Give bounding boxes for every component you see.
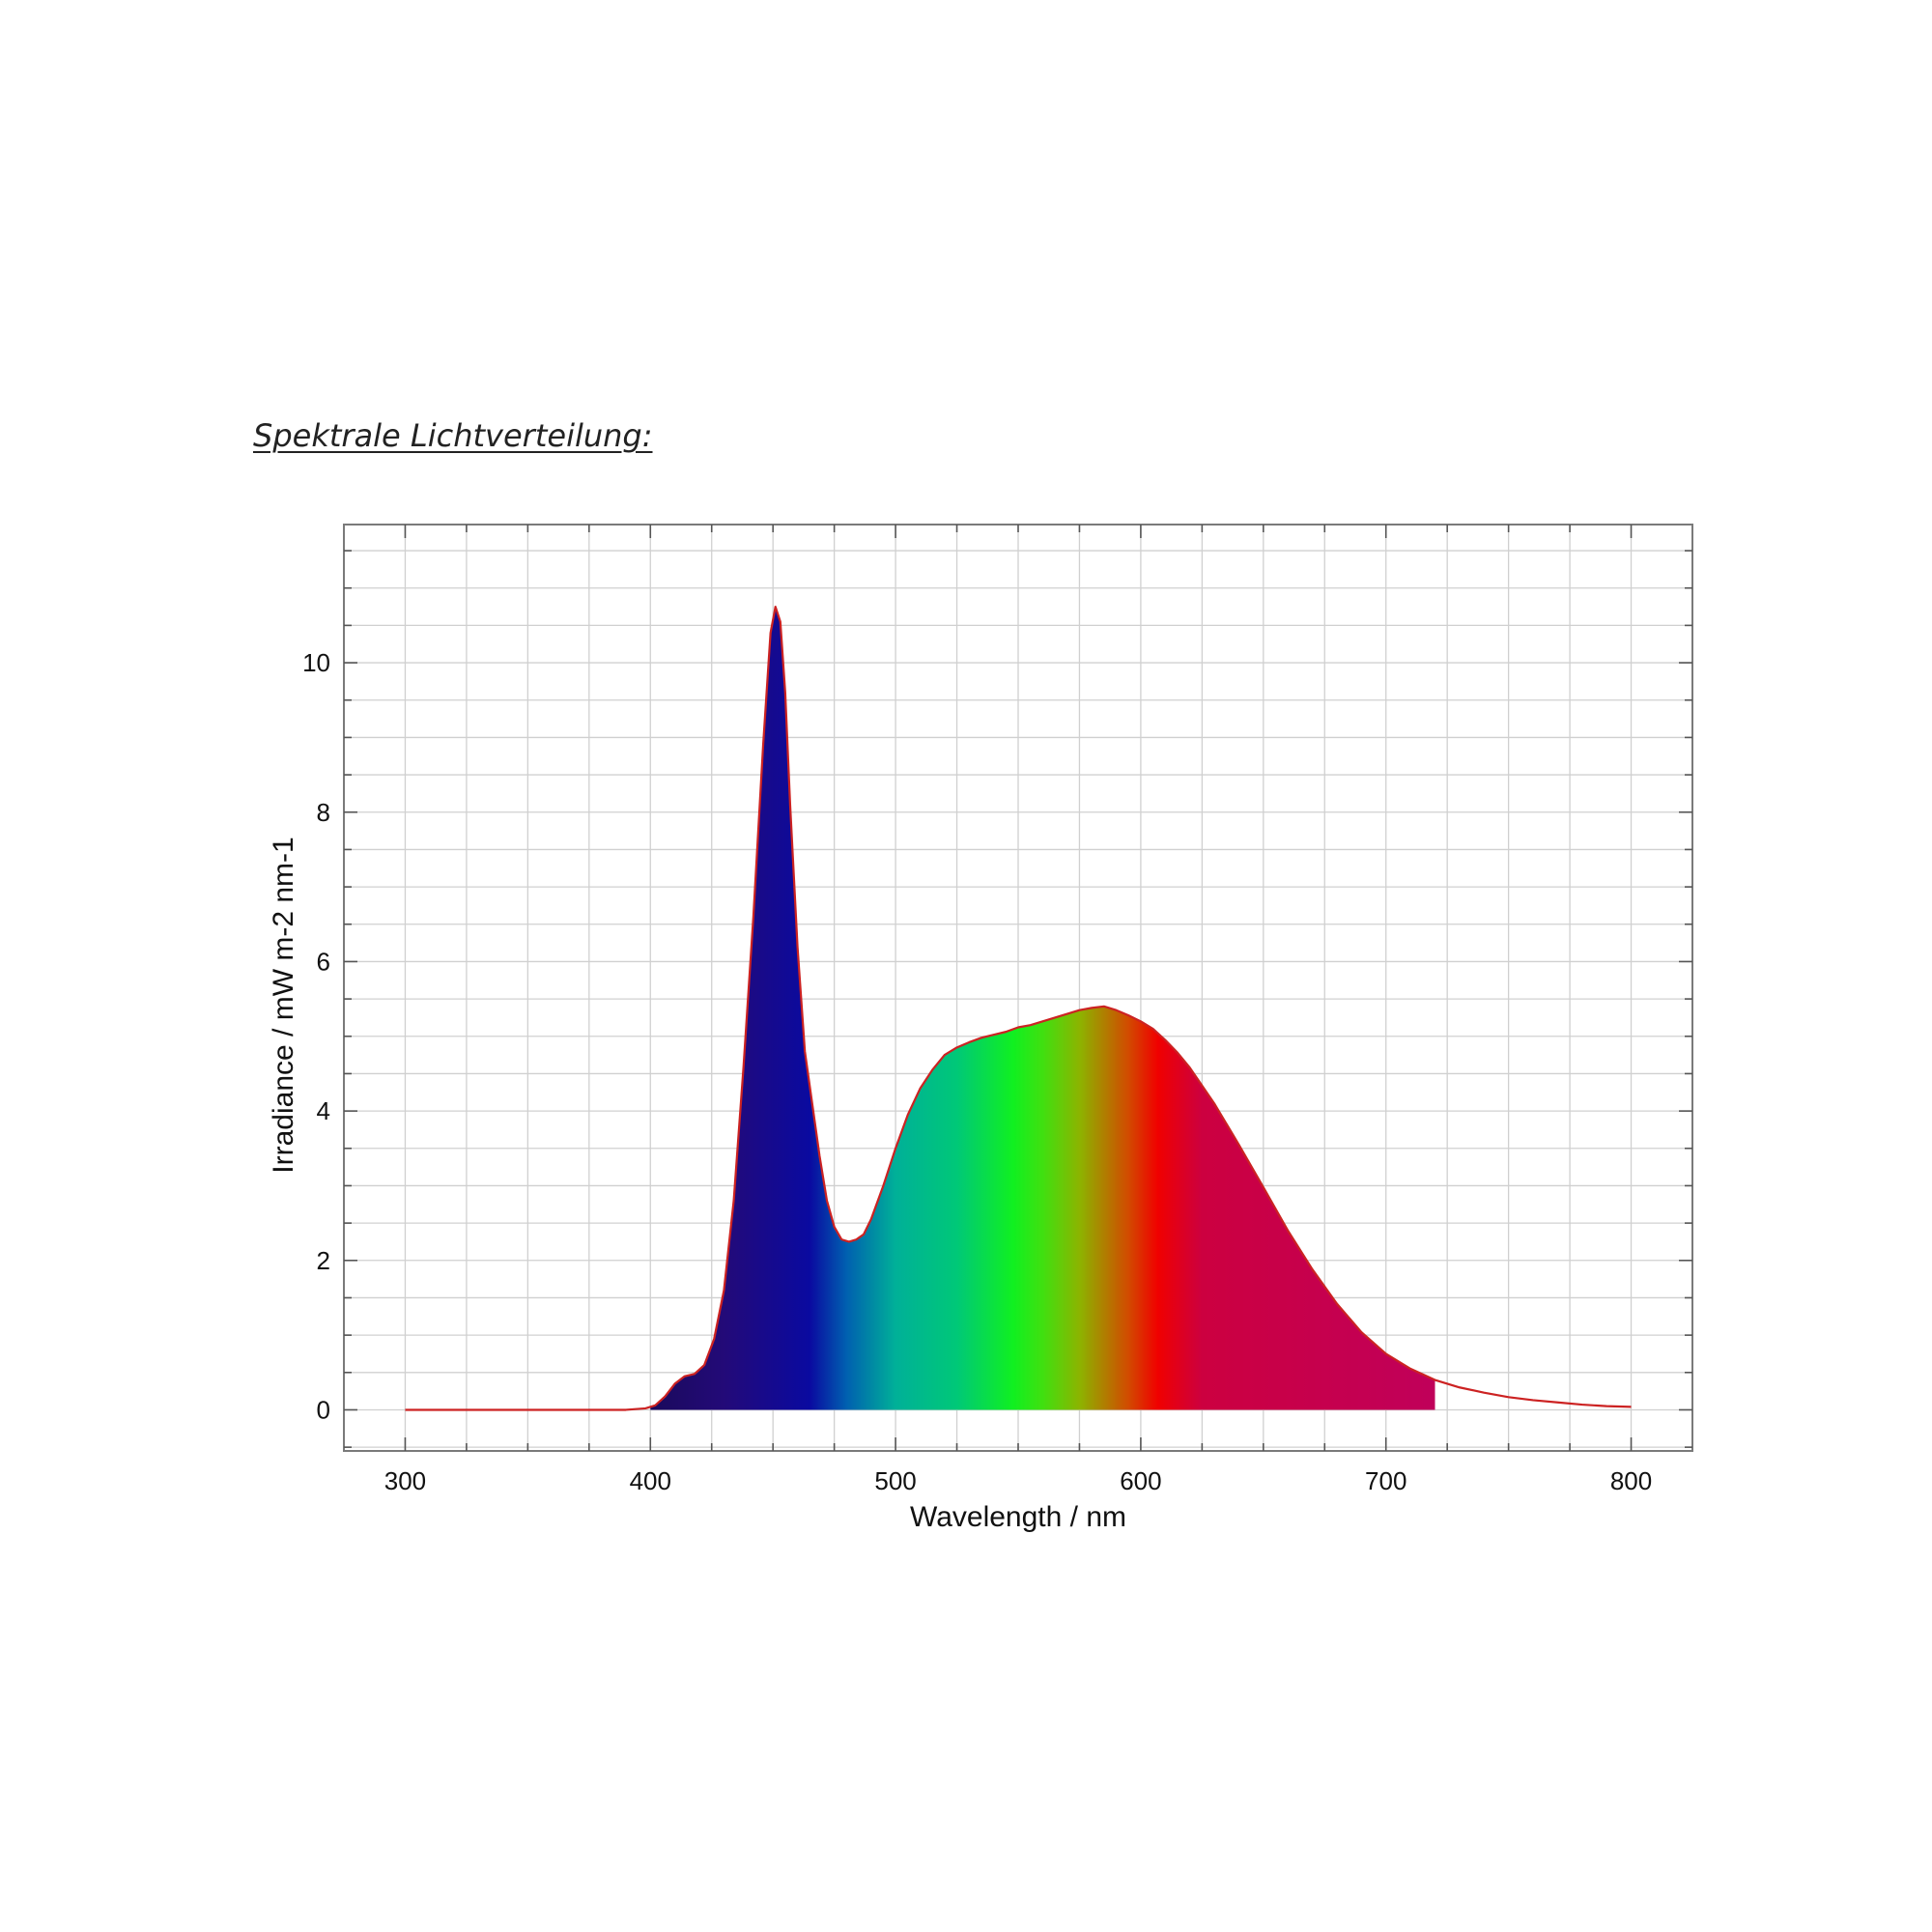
x-axis-title: Wavelength / nm bbox=[910, 1501, 1126, 1533]
y-tick-label: 2 bbox=[317, 1246, 330, 1275]
y-axis-title: Irradiance / mW m-2 nm-1 bbox=[268, 837, 299, 1173]
x-tick-label: 500 bbox=[874, 1466, 916, 1495]
page-heading: Spektrale Lichtverteilung: bbox=[253, 417, 653, 454]
y-tick-label: 4 bbox=[317, 1096, 330, 1125]
y-tick-label: 0 bbox=[317, 1395, 330, 1424]
x-tick-label: 600 bbox=[1120, 1466, 1161, 1495]
x-tick-label: 700 bbox=[1365, 1466, 1406, 1495]
irradiance-series-line bbox=[405, 605, 1632, 1411]
y-tick-label: 6 bbox=[317, 947, 330, 976]
y-tick-label: 10 bbox=[302, 648, 330, 677]
y-tick-label: 8 bbox=[317, 798, 330, 827]
x-tick-label: 800 bbox=[1610, 1466, 1652, 1495]
spectrum-fill bbox=[650, 607, 1435, 1410]
x-tick-label: 400 bbox=[630, 1466, 671, 1495]
x-tick-label: 300 bbox=[384, 1466, 426, 1495]
